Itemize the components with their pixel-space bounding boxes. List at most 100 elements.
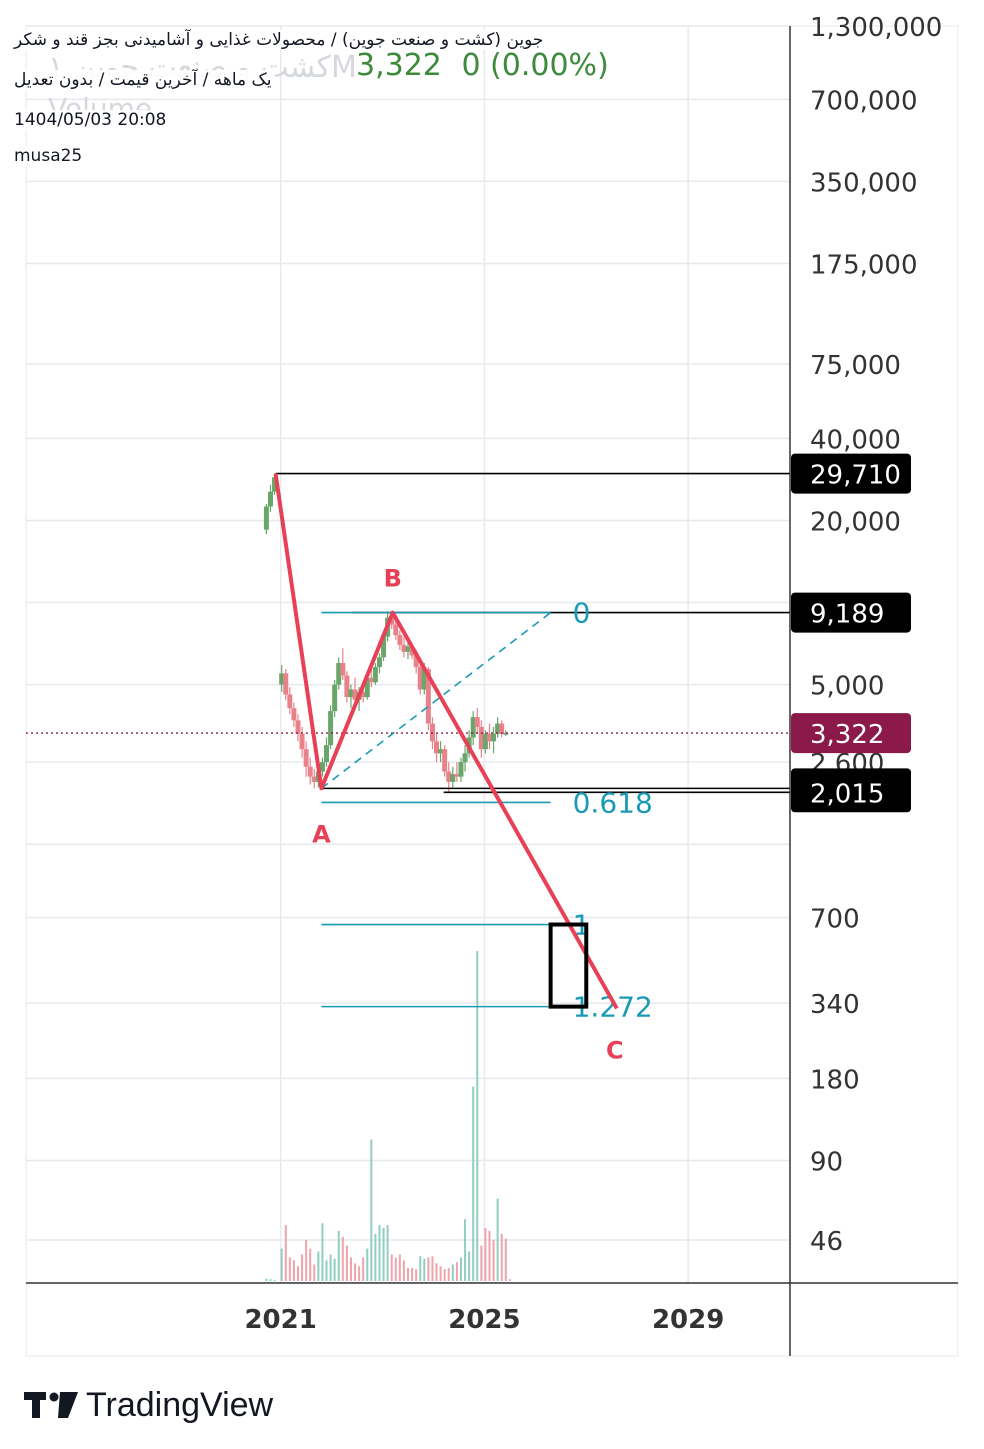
- volume-bar: [504, 1238, 507, 1281]
- fib-level-label: 0: [573, 597, 591, 630]
- candle-body: [287, 694, 293, 709]
- volume-bar: [435, 1263, 438, 1281]
- brand-name: TradingView: [86, 1386, 274, 1424]
- candle: [348, 684, 354, 709]
- candle-body: [368, 677, 374, 683]
- candle-body: [454, 774, 460, 777]
- volume-bar: [296, 1266, 299, 1281]
- x-tick-label: 2025: [448, 1305, 520, 1335]
- y-tick-label: 350,000: [810, 168, 918, 198]
- candle-body: [401, 644, 407, 652]
- candle-body: [336, 663, 342, 685]
- candle-body: [291, 708, 297, 721]
- candle: [474, 708, 480, 734]
- y-tick-label: 75,000: [810, 351, 901, 381]
- candle-body: [458, 762, 464, 777]
- volume-bar: [345, 1245, 348, 1281]
- price-change: 0 (0.00%): [461, 48, 609, 83]
- candle: [405, 641, 411, 660]
- volume-bar: [341, 1236, 344, 1281]
- volume-bar: [447, 1268, 450, 1281]
- volume-bar: [394, 1257, 397, 1281]
- candle-body: [434, 741, 440, 754]
- candle-body: [324, 745, 330, 763]
- candle: [336, 657, 342, 690]
- y-tick-label: 700,000: [810, 86, 918, 116]
- volume-bar: [317, 1251, 320, 1281]
- volume-bar: [321, 1223, 324, 1281]
- volume-bar: [439, 1266, 442, 1281]
- candle-body: [372, 667, 378, 683]
- candle-body: [450, 774, 456, 782]
- volume-bar: [325, 1260, 328, 1281]
- volume-bar: [431, 1256, 434, 1281]
- symbol-subtitle: یک ماهه / آخرین قیمت / بدون تعدیل: [10, 70, 276, 90]
- volume-bar: [333, 1258, 336, 1281]
- y-tick-label: 180: [810, 1065, 860, 1095]
- candle-body: [348, 689, 354, 698]
- candle: [344, 671, 350, 703]
- volume-bar: [269, 1279, 272, 1281]
- volume-bar: [329, 1254, 332, 1281]
- candle-body: [389, 617, 395, 625]
- volume-bar: [265, 1278, 268, 1281]
- volume-bar: [508, 1279, 511, 1281]
- candle-body: [267, 491, 273, 507]
- candle-body: [409, 646, 415, 656]
- candle: [328, 705, 334, 750]
- volume-bar: [390, 1254, 393, 1281]
- candle-body: [446, 771, 452, 782]
- candle-body: [376, 657, 382, 668]
- candle-body: [413, 655, 419, 668]
- candle: [446, 762, 452, 793]
- candle-body: [495, 723, 501, 734]
- candle-body: [340, 663, 346, 676]
- volume-bar: [288, 1257, 291, 1281]
- candle: [283, 669, 289, 700]
- volume-bar: [476, 951, 479, 1281]
- candle-body: [478, 726, 484, 750]
- candle-body: [311, 776, 317, 782]
- volume-bar: [492, 1239, 495, 1281]
- candle-body: [405, 646, 411, 652]
- tradingview-logo-icon: [24, 1391, 78, 1418]
- candle-body: [319, 762, 325, 772]
- volume-bar: [402, 1260, 405, 1281]
- price-tag: 29,710: [791, 453, 911, 494]
- symbol-title: جوین (کشت و صنعت جوین) / محصولات غذایی و…: [10, 30, 548, 50]
- candle: [434, 733, 440, 763]
- wave-label: B: [384, 565, 402, 593]
- volume-bar: [301, 1254, 304, 1281]
- time-axis: 2021 2025 2029: [244, 1305, 724, 1335]
- volume-bar: [488, 1230, 491, 1281]
- y-tick-label: 5,000: [810, 672, 884, 702]
- volume-bar: [443, 1269, 446, 1281]
- price-tag: 9,189: [791, 592, 911, 633]
- tradingview-logo[interactable]: TradingView: [24, 1386, 273, 1425]
- wave-path: [273, 473, 619, 1010]
- candle: [376, 653, 382, 674]
- candle-body: [303, 749, 309, 767]
- volume-bar: [468, 1251, 471, 1281]
- candle-body: [482, 733, 488, 750]
- volume-bar: [362, 1257, 365, 1281]
- volume-bar: [427, 1257, 430, 1281]
- y-tick-label: 1,300,000: [810, 13, 942, 43]
- volume-bar: [382, 1227, 385, 1281]
- candle: [491, 726, 497, 754]
- price-tag-label: 9,189: [810, 600, 884, 630]
- candle: [340, 648, 346, 681]
- volume-bar: [378, 1225, 381, 1281]
- candle-body: [425, 669, 431, 724]
- candle: [470, 711, 476, 746]
- candle: [482, 730, 488, 754]
- volume-bar: [280, 1248, 283, 1281]
- candle-body: [263, 506, 269, 530]
- volume-bar: [415, 1269, 418, 1281]
- candle-body: [503, 733, 509, 735]
- candle-body: [328, 711, 334, 746]
- candle-body: [364, 677, 370, 698]
- price-tag-label: 2,015: [810, 779, 884, 809]
- price-axis: 1,300,000 700,000 350,000 175,000 75,000 40,0…: [26, 13, 958, 1356]
